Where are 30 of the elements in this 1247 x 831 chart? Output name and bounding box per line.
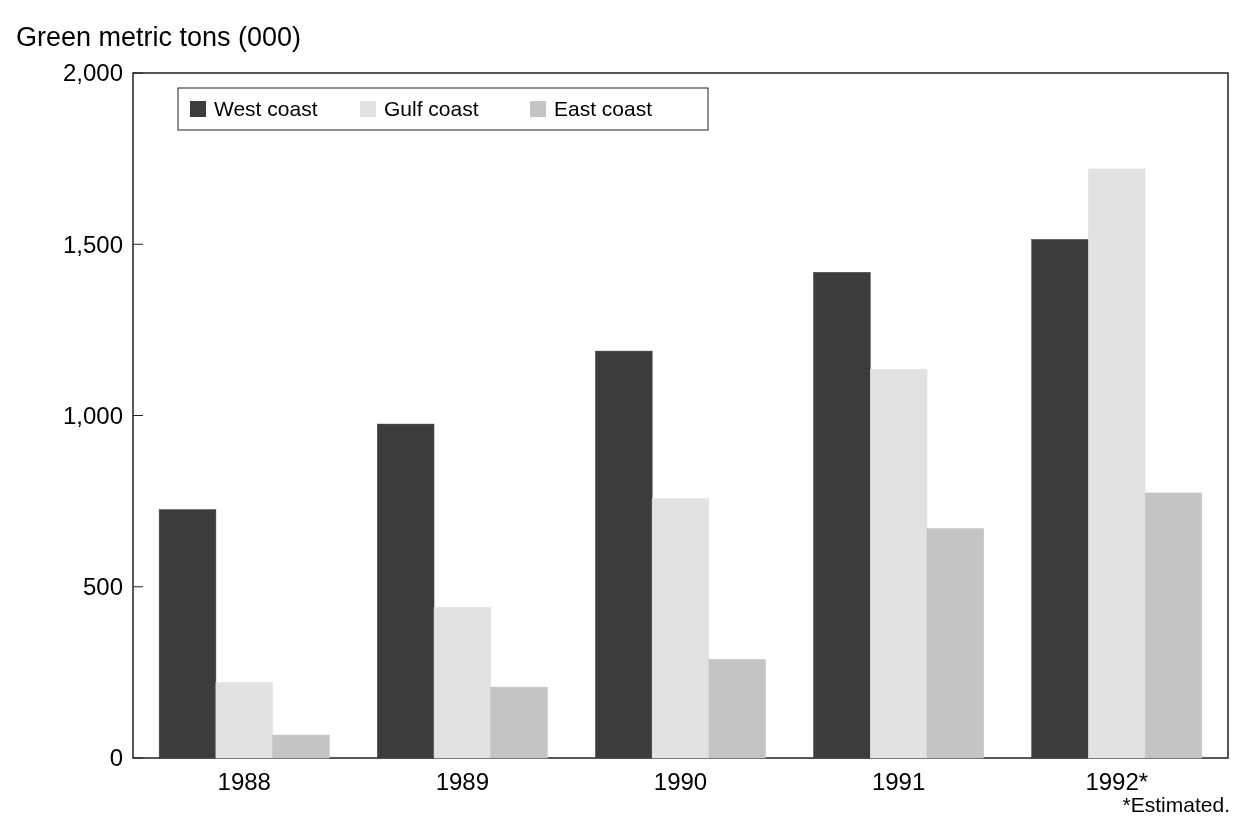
legend-label: Gulf coast xyxy=(384,97,479,120)
legend-label: East coast xyxy=(554,97,653,120)
bar xyxy=(215,682,273,759)
bar xyxy=(870,369,928,759)
legend-label: West coast xyxy=(214,97,318,120)
x-tick-label: 1988 xyxy=(217,768,271,795)
bar xyxy=(595,350,653,759)
bar xyxy=(813,272,871,759)
y-tick-label: 0 xyxy=(109,744,123,772)
bar xyxy=(1144,492,1203,759)
y-tick-label: 1,500 xyxy=(62,230,123,258)
bar xyxy=(158,509,217,759)
x-tick-label: 1989 xyxy=(435,768,490,795)
bar xyxy=(377,423,435,759)
bar xyxy=(1031,239,1089,759)
bar xyxy=(433,607,491,759)
bar xyxy=(926,528,984,759)
y-tick-label: 500 xyxy=(82,573,123,601)
text: *Estimated. xyxy=(1122,793,1230,816)
bar xyxy=(651,498,710,759)
bar xyxy=(272,734,330,759)
y-axis-title: Green metric tons (000) xyxy=(16,22,302,52)
x-tick-label: 1992* xyxy=(1085,768,1149,795)
bar xyxy=(708,659,766,759)
bar xyxy=(490,686,548,759)
y-tick-label: 2,000 xyxy=(62,59,123,87)
bar xyxy=(1088,168,1146,759)
y-tick-label: 1,000 xyxy=(62,401,123,429)
x-tick-label: 1990 xyxy=(653,768,708,795)
x-tick-label: 1991 xyxy=(871,768,926,795)
